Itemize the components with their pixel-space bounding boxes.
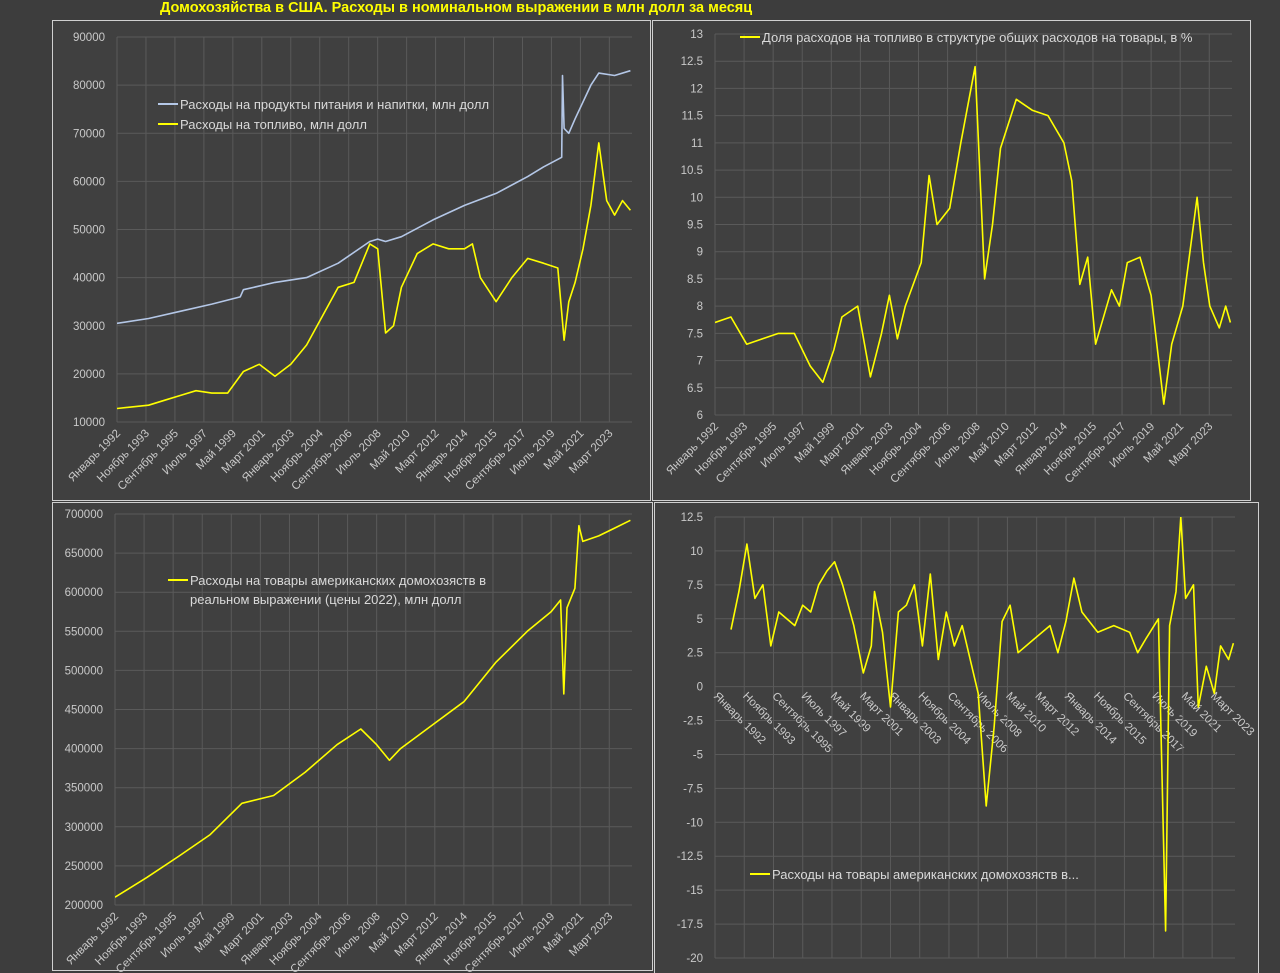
y-tick-label: 400000 (65, 744, 103, 756)
y-tick-label: 5 (697, 614, 703, 626)
y-tick-label: 600000 (65, 587, 103, 599)
series-line-1 (115, 519, 631, 898)
legend-label: реальном выражении (цены 2022), млн долл (190, 592, 461, 607)
y-tick-label: 200000 (65, 900, 103, 912)
y-tick-label: 40000 (73, 273, 105, 285)
y-tick-label: 10 (690, 546, 703, 558)
y-tick-label: 12.5 (681, 56, 703, 68)
y-tick-label: 9.5 (687, 220, 703, 232)
chart-2: 66.577.588.599.51010.51111.51212.513Янва… (652, 20, 1251, 501)
chart-panel (52, 502, 653, 971)
y-tick-label: -12.5 (677, 851, 703, 863)
y-tick-label: 20000 (73, 369, 105, 381)
y-tick-label: 13 (690, 29, 703, 41)
chart-1: 10000 20000 30000 40000 50000 60000 70000 80000… (52, 20, 651, 501)
y-tick-label: -2.5 (683, 716, 703, 728)
y-tick-label: 10.5 (681, 165, 703, 177)
y-tick-label: 6.5 (687, 383, 703, 395)
legend-label: Доля расходов на топливо в структуре общ… (762, 30, 1193, 45)
legend-label: Расходы на товары американских домохозяс… (190, 573, 486, 588)
y-tick-label: 300000 (65, 822, 103, 834)
page-title: Домохозяйства в США. Расходы в номинальн… (160, 0, 753, 16)
y-tick-label: 80000 (73, 80, 105, 92)
y-tick-label: 30000 (73, 321, 105, 333)
y-tick-label: -5 (693, 749, 703, 761)
y-tick-label: 10 (690, 192, 703, 204)
legend-label: Расходы на продукты питания и напитки, м… (180, 97, 489, 112)
y-tick-label: 8 (697, 301, 703, 313)
y-tick-label: 500000 (65, 665, 103, 677)
y-tick-label: 70000 (73, 128, 105, 140)
y-tick-label: 350000 (65, 783, 103, 795)
y-tick-label: 550000 (65, 626, 103, 638)
y-tick-label: 700000 (65, 509, 103, 521)
y-tick-label: 12 (690, 83, 703, 95)
y-tick-label: 90000 (73, 32, 105, 44)
legend-label: Расходы на топливо, млн долл (180, 117, 367, 132)
series-line-1 (730, 517, 1235, 932)
y-tick-label: 7 (697, 356, 703, 368)
y-tick-label: 6 (697, 410, 703, 422)
y-tick-label: 11 (691, 138, 703, 150)
y-tick-label: 7.5 (687, 328, 703, 340)
y-tick-label: 450000 (65, 705, 103, 717)
chart-4: -20 -17.5 -15 -12.5 -10 -7.5 -5 -2.5 0 2.5 5 7.5 10 1… (654, 502, 1259, 973)
y-tick-label: 2.5 (687, 648, 703, 660)
y-tick-label: -10 (686, 817, 703, 829)
legend-label: Расходы на товары американских домохозяс… (772, 867, 1079, 882)
y-tick-label: 7.5 (687, 580, 703, 592)
chart-3: 200000 250000 300000 350000 400000 450000 5000… (52, 502, 653, 973)
y-tick-label: 11.5 (681, 111, 703, 123)
chart-panel (654, 502, 1259, 973)
series-line-1 (715, 65, 1232, 405)
y-tick-label: 9 (697, 247, 703, 259)
y-tick-label: 650000 (65, 548, 103, 560)
series-line-1 (117, 69, 631, 325)
y-tick-label: 10000 (73, 417, 105, 429)
y-tick-label: -15 (686, 885, 703, 897)
y-tick-label: -17.5 (677, 919, 703, 931)
y-tick-label: 50000 (73, 225, 105, 237)
y-tick-label: -7.5 (683, 783, 703, 795)
y-tick-label: 250000 (65, 861, 103, 873)
series-line-2 (117, 142, 632, 410)
y-tick-label: 60000 (73, 176, 105, 188)
y-tick-label: -20 (686, 953, 703, 965)
chart-panel (52, 20, 651, 501)
y-tick-label: 12.5 (681, 512, 703, 524)
y-tick-label: 0 (697, 682, 703, 694)
y-tick-label: 8.5 (687, 274, 703, 286)
